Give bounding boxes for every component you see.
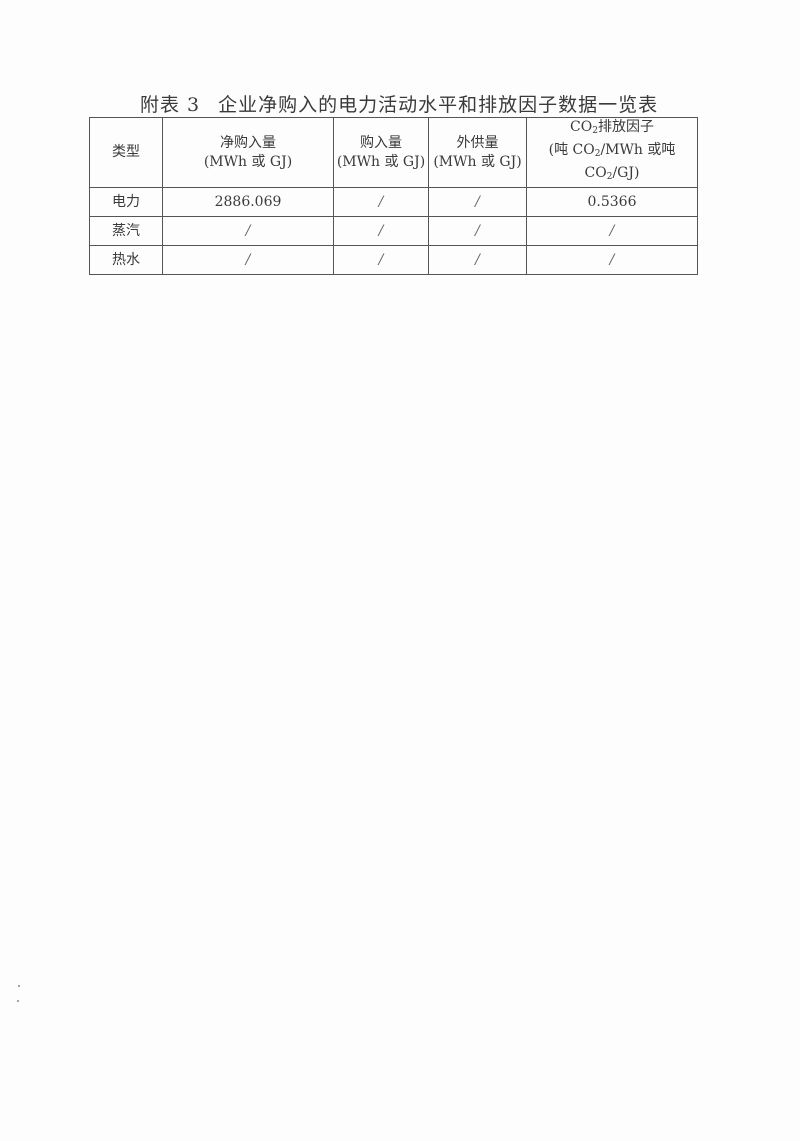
- unit-part: (吨 CO: [548, 142, 595, 158]
- factor-label: 排放因子: [597, 119, 654, 135]
- header-net-purchase-label: 净购入量: [220, 134, 276, 151]
- unit-part: /MWh 或吨: [600, 142, 676, 158]
- cell-factor: /: [526, 216, 698, 246]
- header-purchase-label: 购入量: [360, 134, 402, 151]
- cell-type: 电力: [89, 187, 163, 217]
- table-row: 蒸汽 / / / /: [89, 216, 698, 246]
- scan-speck: [18, 985, 20, 987]
- cell-supply: /: [428, 216, 527, 246]
- header-net-purchase-unit: (MWh 或 GJ): [203, 153, 293, 170]
- header-supply-label: 外供量: [456, 134, 499, 151]
- header-purchase: 购入量 (MWh 或 GJ): [333, 117, 429, 188]
- cell-factor: 0.5366: [526, 187, 698, 217]
- header-row: 类型 净购入量 (MWh 或 GJ) 购入量 (MWh 或 GJ) 外供量 (M…: [89, 117, 698, 188]
- unit-part: CO: [584, 165, 607, 181]
- co-text: CO: [570, 119, 593, 135]
- header-factor-line3: CO2/GJ): [527, 164, 697, 187]
- subscript: 2: [594, 149, 601, 159]
- cell-net-purchase: /: [162, 245, 334, 275]
- table-row: 电力 2886.069 / / 0.5366: [89, 187, 698, 217]
- cell-purchase: /: [333, 245, 429, 275]
- table-row: 热水 / / / /: [89, 245, 698, 275]
- header-emission-factor: CO2排放因子 (吨 CO2/MWh 或吨 CO2/GJ): [526, 117, 698, 188]
- header-type: 类型: [89, 117, 163, 188]
- cell-factor: /: [526, 245, 698, 275]
- header-purchase-unit: (MWh 或 GJ): [336, 153, 426, 170]
- subscript: 2: [606, 172, 613, 182]
- cell-type: 蒸汽: [89, 216, 163, 246]
- cell-net-purchase: 2886.069: [162, 187, 334, 217]
- cell-net-purchase: /: [162, 216, 334, 246]
- cell-supply: /: [428, 245, 527, 275]
- cell-type: 热水: [89, 245, 163, 275]
- cell-purchase: /: [333, 187, 429, 217]
- header-net-purchase: 净购入量 (MWh 或 GJ): [162, 117, 334, 188]
- table-title: 附表 3 企业净购入的电力活动水平和排放因子数据一览表: [140, 90, 658, 117]
- header-factor-line2: (吨 CO2/MWh 或吨: [527, 141, 697, 164]
- cell-supply: /: [428, 187, 527, 217]
- table-caption: 企业净购入的电力活动水平和排放因子数据一览表: [218, 94, 659, 116]
- unit-part: /GJ): [612, 165, 640, 181]
- header-supply: 外供量 (MWh 或 GJ): [428, 117, 527, 188]
- table-number: 附表 3: [140, 94, 201, 116]
- electricity-data-table: 类型 净购入量 (MWh 或 GJ) 购入量 (MWh 或 GJ) 外供量 (M…: [89, 117, 698, 275]
- header-factor-line1: CO2排放因子: [527, 118, 697, 141]
- scan-speck: [17, 1000, 19, 1002]
- subscript: 2: [592, 126, 598, 136]
- header-supply-unit: (MWh 或 GJ): [433, 153, 522, 170]
- cell-purchase: /: [333, 216, 429, 246]
